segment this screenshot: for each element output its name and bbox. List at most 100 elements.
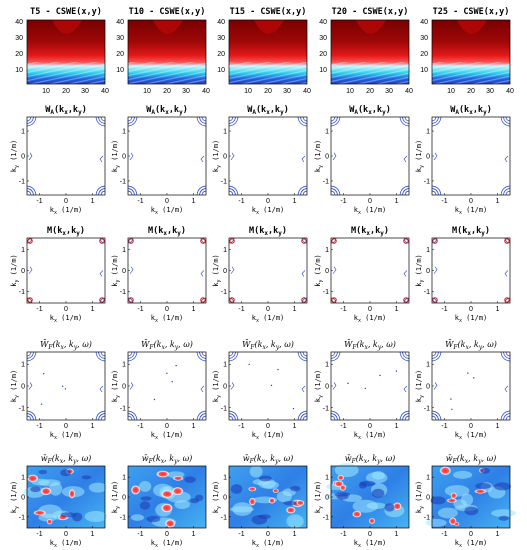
heatmap-hot-spot: [268, 497, 276, 504]
x-tick: 1: [91, 198, 95, 205]
y-axis-label: ky (1/m): [212, 370, 222, 403]
contour-line: [199, 188, 207, 196]
x-axis-label: kx (1/m): [50, 431, 83, 441]
contour-peak: [200, 238, 206, 244]
contour-line: [300, 116, 308, 124]
x-tick: 1: [192, 531, 196, 538]
y-tick: 40: [116, 19, 124, 26]
x-tick: -1: [36, 423, 42, 430]
heatmap-light-patch: [425, 518, 447, 527]
heatmap-light-patch: [130, 514, 144, 521]
y-tick: -1: [424, 289, 430, 296]
contour-line: [300, 351, 308, 359]
contour-line: [297, 351, 308, 362]
contour-line: [402, 351, 410, 359]
y-axis-label: ky (1/m): [212, 254, 222, 287]
panel-title: WA(kx,ky): [45, 105, 87, 116]
contour-line: [330, 116, 341, 127]
contour-line: [127, 415, 133, 421]
contour-line: [302, 351, 308, 357]
x-tick: -1: [137, 531, 143, 538]
y-tick: 0: [426, 384, 430, 391]
x-tick: 0: [165, 531, 169, 538]
y-tick: 30: [116, 35, 124, 42]
x-tick: 1: [293, 423, 297, 430]
contour-speck: [395, 370, 398, 372]
plot-area: [27, 352, 105, 420]
cswe-panel-2: T10 - CSWE(x,y) 40 30 20 10 10 20 30 40: [116, 7, 210, 95]
row-wf_upper: W̄F(kx, ky, ω)-1 0 110-1kx (1/m)ky (1/m)W̄…: [10, 340, 511, 441]
contour-line: [433, 382, 438, 390]
contour-line: [431, 116, 442, 127]
y-axis-label: ky (1/m): [111, 370, 121, 403]
panel-title: w̄F(kx, ky, ω): [41, 454, 91, 465]
x-tick: 0: [64, 423, 68, 430]
x-tick: 1: [496, 531, 500, 538]
contour-line: [196, 351, 207, 362]
wf_upper-panel-1: W̄F(kx, ky, ω) -1 0 1 1 0 -1 kx (1/m) ky (1/m): [10, 340, 106, 441]
contour-peak: [301, 297, 307, 303]
x-tick: 30: [486, 88, 494, 95]
m-panel-4: M(kx,ky) -1 0 1 1 0 -1 kx (1/m) ky (1/m): [314, 226, 410, 324]
contour-line: [301, 270, 306, 277]
row-m: M(kx,ky)-1 0 110-1kx (1/m)ky (1/m)M(kx,ky)…: [10, 226, 511, 324]
heatmap-hot-spot: [155, 470, 170, 478]
contour-line: [297, 410, 308, 421]
x-tick: 0: [266, 198, 270, 205]
m-panel-3: M(kx,ky) -1 0 1 1 0 -1 kx (1/m) ky (1/m): [212, 226, 308, 324]
contour-line: [332, 266, 337, 274]
contour-line: [431, 116, 437, 122]
heatmap-cold-patch: [139, 501, 151, 510]
y-tick: 0: [325, 495, 329, 502]
contour-line: [127, 185, 138, 196]
contour-line: [129, 152, 134, 161]
contour-line: [228, 188, 236, 196]
x-tick: 1: [91, 306, 95, 313]
contour-line: [99, 270, 104, 277]
panel-title: T5 - CSWE(x,y): [30, 7, 102, 17]
y-tick: 30: [420, 35, 428, 42]
panel-title: W̄F(kx, ky, ω): [242, 340, 294, 351]
contour-line: [431, 185, 442, 196]
plot-area: [432, 117, 510, 195]
heatmap-feature: [457, 20, 487, 34]
contour-line: [228, 413, 236, 421]
x-tick: 30: [283, 88, 291, 95]
heatmap-hot-spot: [130, 484, 141, 495]
heatmap-texture: [331, 62, 409, 84]
x-tick: 10: [346, 88, 354, 95]
y-tick: 10: [15, 67, 23, 74]
x-tick: 1: [395, 198, 399, 205]
heatmap-light-patch: [444, 485, 470, 497]
contour-speck: [175, 364, 177, 367]
y-tick: 30: [217, 35, 225, 42]
contour-line: [300, 413, 308, 421]
row-wf_lower: w̄F(kx, ky, ω)-1 0 110-1kx (1/m)ky (1/m) w̄…: [10, 454, 517, 549]
contour-line: [201, 351, 207, 357]
heatmap-light-patch: [452, 470, 473, 479]
contour-peak: [403, 297, 409, 303]
contour-line: [301, 385, 306, 393]
contour-line: [330, 185, 341, 196]
wf_lower-panel-3: w̄F(kx, ky, ω) -1 0 1 1 0 -1 kx (1/m) ky (1/m): [212, 454, 308, 549]
contour-line: [26, 116, 37, 127]
contour-peak: [99, 297, 105, 303]
heatmap-hot-spot: [33, 510, 47, 516]
panel-title: WA(kx,ky): [450, 105, 492, 116]
heatmap-hot-spot: [285, 506, 296, 514]
contour-line: [127, 297, 134, 304]
contour-line: [228, 116, 239, 127]
contour-speck: [451, 408, 453, 411]
contour-line: [228, 237, 235, 244]
plot-area: [128, 352, 206, 420]
contour-speck: [40, 403, 43, 405]
y-tick: 1: [325, 129, 329, 136]
y-tick: 1: [325, 362, 329, 369]
contour-line: [505, 116, 511, 122]
contour-line: [500, 351, 511, 362]
contour-line: [402, 116, 410, 124]
x-axis-label: kx (1/m): [50, 206, 83, 216]
contour-speck: [467, 372, 469, 374]
contour-line: [332, 382, 337, 390]
